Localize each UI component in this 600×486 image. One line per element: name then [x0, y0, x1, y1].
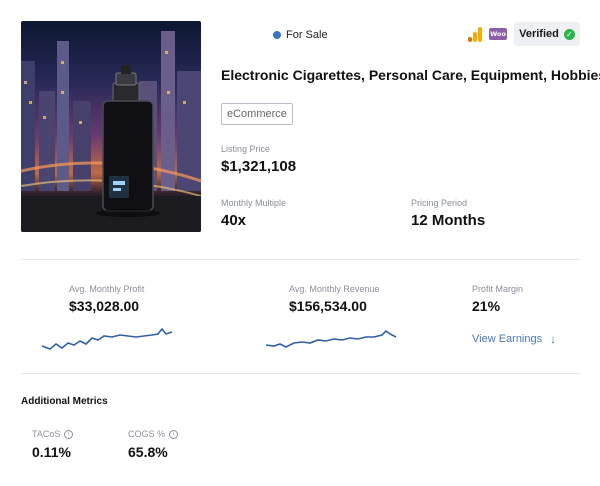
profit-label: Avg. Monthly Profit — [69, 284, 145, 294]
divider — [21, 259, 580, 260]
revenue-value: $156,534.00 — [289, 298, 367, 314]
woocommerce-icon: Woo — [489, 28, 507, 40]
tacos-label-group: TACoS i — [32, 429, 74, 439]
category-tag: eCommerce — [221, 103, 293, 125]
check-icon: ✓ — [563, 28, 575, 40]
status-indicator: For Sale — [273, 29, 328, 41]
margin-label: Profit Margin — [472, 284, 524, 294]
tacos-label: TACoS — [32, 429, 61, 439]
tacos-value: 0.11% — [32, 444, 71, 460]
status-dot-icon — [273, 31, 281, 39]
listing-price-value: $1,321,108 — [221, 158, 297, 175]
pricing-period-value: 12 Months — [411, 212, 486, 229]
status-text: For Sale — [286, 29, 328, 41]
monthly-multiple-label: Monthly Multiple — [221, 198, 287, 208]
revenue-sparkline — [266, 329, 397, 348]
margin-value: 21% — [472, 298, 501, 314]
vape-device-city-image — [21, 31, 201, 232]
google-analytics-icon — [468, 27, 482, 42]
listing-price-label: Listing Price — [221, 144, 271, 154]
cogs-label: COGS % — [128, 429, 166, 439]
view-earnings-label: View Earnings — [472, 333, 543, 345]
profit-sparkline — [42, 327, 173, 350]
listing-title: Electronic Cigarettes, Personal Care, Eq… — [221, 67, 600, 83]
revenue-label: Avg. Monthly Revenue — [289, 284, 380, 294]
cogs-label-group: COGS % i — [128, 429, 179, 439]
listing-image — [21, 21, 201, 232]
monthly-multiple-value: 40x — [221, 212, 247, 229]
verified-label: Verified — [519, 28, 559, 40]
verified-badge: Verified ✓ — [514, 22, 580, 46]
divider — [21, 373, 580, 374]
info-icon[interactable]: i — [169, 429, 179, 439]
view-earnings-link[interactable]: View Earnings ↓ — [472, 332, 556, 346]
arrow-down-icon: ↓ — [550, 332, 557, 346]
pricing-period-label: Pricing Period — [411, 198, 468, 208]
additional-metrics-title: Additional Metrics — [21, 396, 108, 407]
cogs-value: 65.8% — [128, 444, 168, 460]
info-icon[interactable]: i — [64, 429, 74, 439]
profit-value: $33,028.00 — [69, 298, 140, 314]
